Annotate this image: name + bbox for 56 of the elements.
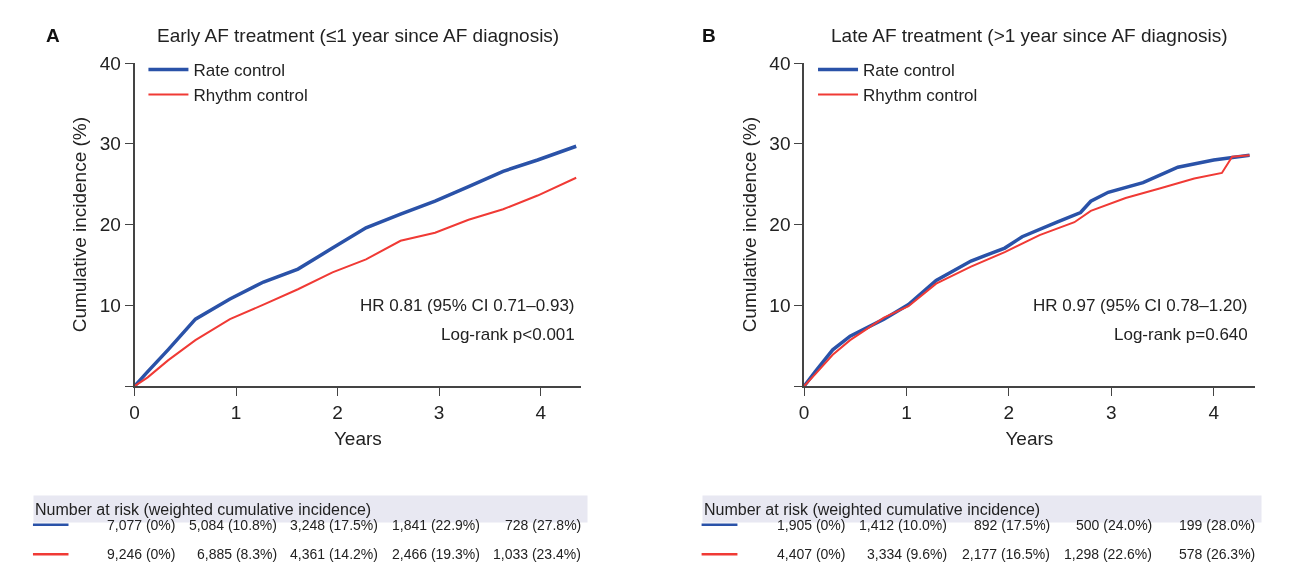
x-axis-title: Years [1005,428,1054,450]
x-axis-title: Years [333,428,382,450]
y-tick-label: 10 [769,295,791,317]
text: A [46,25,60,46]
y-tick-label: 40 [99,52,121,74]
text: 199 (28.0%) [1179,517,1256,533]
legend-label: Rate control [863,61,955,81]
x-tick-label: 3 [433,401,445,423]
x-tick-label: 3 [1106,401,1117,423]
text: 2,466 (19.3%) [392,546,480,562]
legend-label: Rhythm control [193,86,308,106]
chart-title: Early AF treatment (≤1 year since AF diagnosis) [157,25,560,46]
x-tick-label: 2 [332,401,343,423]
annotation: Log-rank p=0.640 [1114,325,1248,344]
annotation: Log-rank p<0.001 [441,325,575,344]
text: 3,248 (17.5%) [290,517,378,533]
text: 3,334 (9.6%) [867,546,948,562]
text: B [702,25,716,46]
text: 2,177 (16.5%) [962,546,1050,562]
legend-label: Rhythm control [863,86,978,106]
chart-title: Late AF treatment (>1 year since AF diagnosis) [831,25,1228,46]
text: 4,407 (0%) [777,546,846,562]
y-tick-label: 40 [769,52,791,74]
x-tick-label: 4 [535,401,547,423]
y-tick-label: 10 [99,295,121,317]
text: 7,077 (0%) [107,517,176,533]
y-tick-label: 30 [769,133,791,155]
x-tick-label: 2 [1003,401,1015,423]
x-tick-label: 1 [901,401,912,423]
text: 1,412 (10.0%) [859,517,947,533]
text: 1,905 (0%) [777,517,846,533]
text: 1,033 (23.4%) [493,546,581,562]
y-axis-title: Cumulative incidence (%) [738,116,760,333]
y-axis-title: Cumulative incidence (%) [69,116,91,333]
text: 500 (24.0%) [1076,517,1153,533]
legend-label: Rate control [193,61,286,81]
text: 578 (26.3%) [1179,546,1256,562]
text: 9,246 (0%) [107,546,176,562]
text: 1,298 (22.6%) [1064,546,1152,562]
text: Number at risk (weighted cumulative incidence) [704,500,1041,518]
annotation: HR 0.97 (95% CI 0.78–1.20) [1033,296,1248,315]
text: 5,084 (10.8%) [189,517,277,533]
x-tick-label: 1 [230,401,242,423]
x-tick-label: 4 [1208,401,1220,423]
text: 728 (27.8%) [505,517,582,533]
y-tick-label: 20 [769,214,791,236]
text: 4,361 (14.2%) [290,546,378,562]
y-tick-label: 30 [99,133,121,155]
text: Number at risk (weighted cumulative incidence) [35,500,372,518]
x-tick-label: 0 [129,401,140,423]
x-tick-label: 0 [798,401,810,423]
text: 892 (17.5%) [974,517,1051,533]
y-tick-label: 20 [99,214,121,236]
annotation: HR 0.81 (95% CI 0.71–0.93) [360,296,575,315]
text: 1,841 (22.9%) [392,517,480,533]
text: 6,885 (8.3%) [197,546,278,562]
